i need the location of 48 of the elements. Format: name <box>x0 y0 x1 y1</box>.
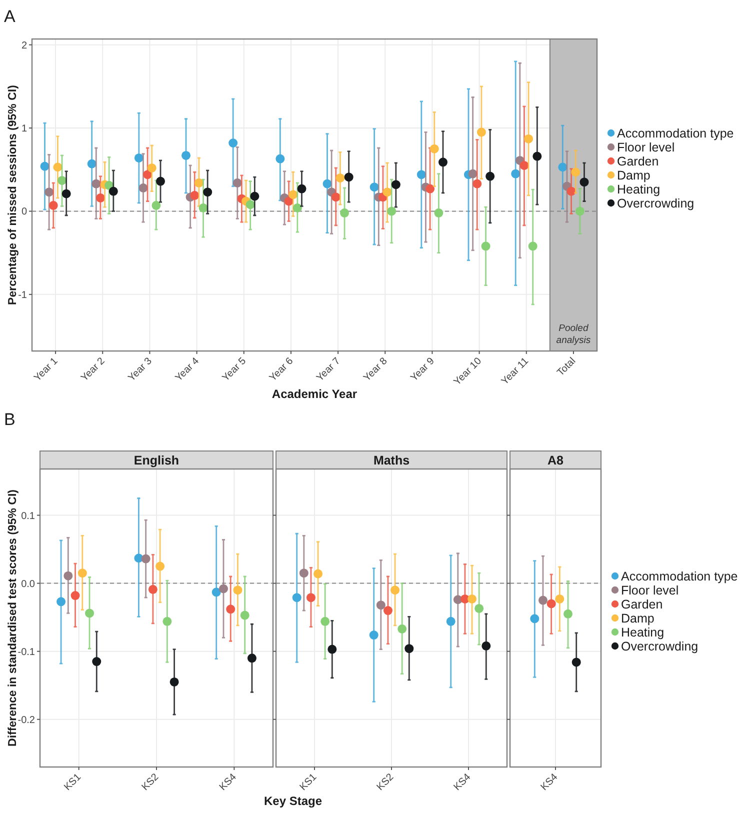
legend-label: Heating <box>617 182 660 196</box>
legend-label: Accommodation type <box>617 126 734 140</box>
x-tick-label: Year 10 <box>452 356 484 388</box>
x-tick-label: KS1 <box>62 772 84 793</box>
x-axis-title: Academic Year <box>272 387 358 401</box>
y-tick-label: -1 <box>18 290 28 301</box>
legend-label: Heating <box>621 626 664 640</box>
x-tick-label: Year 4 <box>173 356 202 384</box>
x-tick-label: Year 5 <box>220 356 249 384</box>
x-tick-label: KS2 <box>374 772 396 793</box>
chart-subtitle: Maths <box>373 454 410 468</box>
x-tick-label: KS4 <box>218 772 240 793</box>
x-tick-label: KS4 <box>538 772 560 793</box>
chart-subtitle: English <box>134 454 180 468</box>
x-tick-label: Year 1 <box>32 356 60 384</box>
x-axis-title: Key Stage <box>264 794 322 808</box>
y-tick-label: 0 <box>21 206 28 218</box>
legend-label: Garden <box>621 598 663 612</box>
y-axis-title: Percentage of missed sessions (95% CI) <box>7 84 19 305</box>
y-tick-label: 1 <box>21 124 28 135</box>
legend-label: Overcrowding <box>621 640 698 654</box>
x-tick-label: Year 8 <box>362 356 390 384</box>
legend-label: Accommodation type <box>621 570 738 584</box>
y-tick-label: 2 <box>21 40 28 52</box>
legend-label: Damp <box>617 168 650 182</box>
chart-title: B <box>4 410 16 429</box>
y-tick-label: 0.0 <box>21 578 36 590</box>
legend-label: Floor level <box>621 584 679 598</box>
x-tick-label: Year 7 <box>314 356 343 384</box>
x-tick-label: KS2 <box>140 772 162 793</box>
y-tick-label: -0.2 <box>18 714 36 726</box>
y-axis-title: Difference in standardised test scores (95% CI) <box>7 489 19 746</box>
legend-label: Garden <box>617 154 659 168</box>
legend-label: Floor level <box>617 140 675 154</box>
chart-title: A <box>4 7 16 26</box>
y-tick-label: 0.1 <box>21 510 36 522</box>
x-tick-label: Year 6 <box>268 356 296 384</box>
band-label: Pooled analysis <box>556 323 591 346</box>
x-tick-label: Year 9 <box>408 356 438 384</box>
chart-subtitle: A8 <box>548 454 564 468</box>
x-tick-label: Year 3 <box>126 356 155 384</box>
x-tick-label: Year 11 <box>500 356 532 388</box>
legend-label: Overcrowding <box>617 196 694 210</box>
legend-label: Damp <box>621 612 654 626</box>
x-tick-label: Year 2 <box>79 356 108 384</box>
y-tick-label: -0.1 <box>18 646 36 658</box>
x-tick-label: KS1 <box>298 772 320 793</box>
x-tick-label: KS4 <box>452 772 474 793</box>
